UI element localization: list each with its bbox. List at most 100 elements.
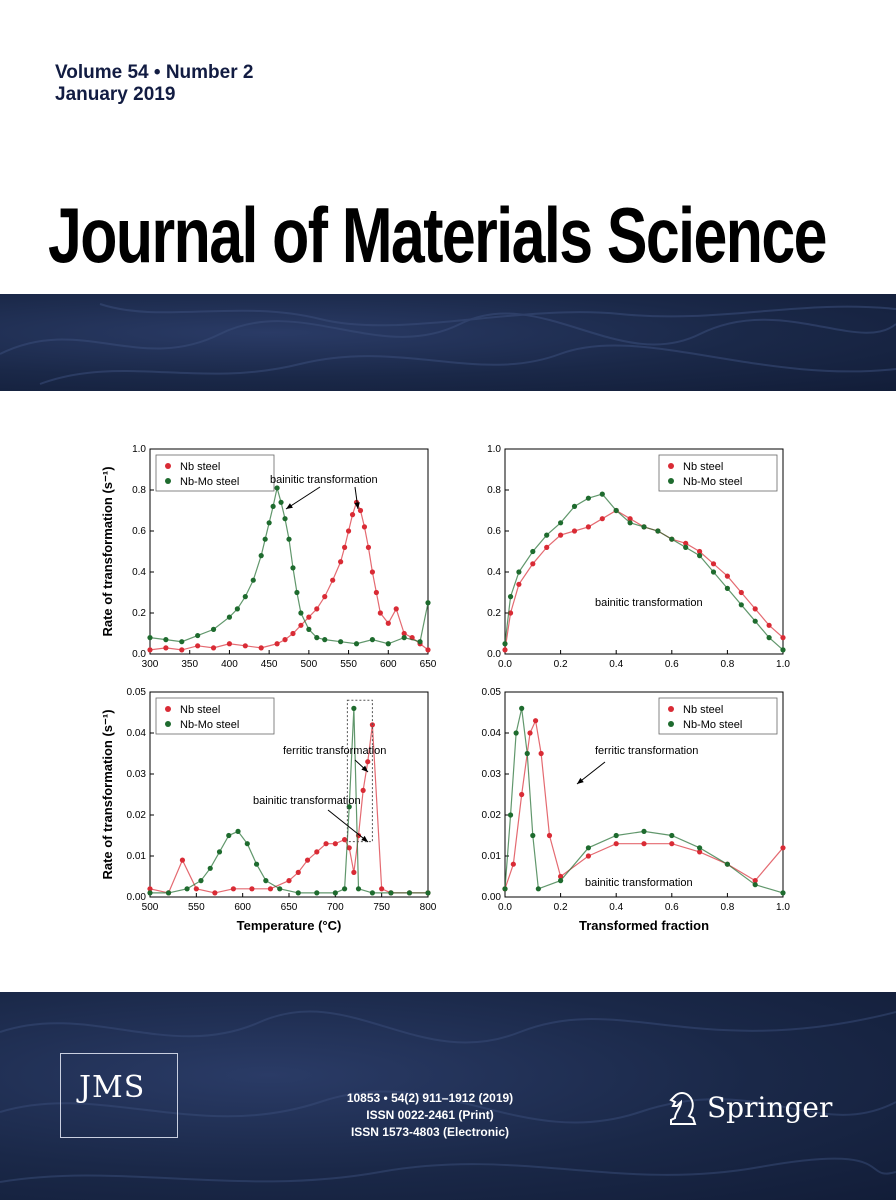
x-tick-label: 750 [373,902,390,913]
data-point [519,791,525,798]
data-point [513,730,519,736]
annotation-text: bainitic transformation [595,597,703,609]
data-point [360,787,366,793]
x-tick-label: 0.2 [554,659,568,670]
legend-marker [668,463,674,469]
data-point [314,849,320,855]
data-point [278,499,284,505]
data-point [322,594,328,600]
legend-marker [668,721,674,727]
imprint-line-1: 10853 • 54(2) 911–1912 (2019) [346,1091,514,1105]
data-point [242,643,248,649]
data-point [147,890,153,896]
legend-label: Nb steel [180,704,220,716]
data-point [627,516,633,522]
data-point [290,630,296,637]
annotation-text: bainitic transformation [253,795,361,807]
data-point [527,730,533,736]
data-point [242,594,248,600]
x-tick-label: 650 [281,902,298,913]
data-point [558,873,564,880]
data-point [538,750,544,757]
data-point [277,886,283,892]
data-point [369,569,375,575]
data-point [295,869,301,875]
annotation-text: bainitic transformation [585,877,693,889]
chart-panel-bottom-right: 0.0 0.2 0.4 0.6 0.8 1.0 0.00 0.01 0.02 0.03 0.04 0.… [470,684,800,944]
x-tick-label: 700 [327,902,344,913]
x-tick-label: 400 [221,659,238,670]
x-tick-label: 0.6 [665,902,679,913]
data-point [266,520,272,526]
data-point [294,589,300,596]
data-point [585,524,591,530]
data-point [641,841,647,847]
data-point [544,532,550,538]
annotation-text: bainitic transformation [270,474,378,486]
data-point [361,524,368,530]
data-point [502,647,508,653]
data-point [558,520,564,526]
data-point [535,886,541,892]
y-tick-label: 0.02 [127,810,147,821]
data-point [710,569,717,575]
data-point [641,524,647,530]
data-point [544,544,550,550]
data-point [532,718,539,724]
series-line [504,509,784,650]
data-point [345,528,352,534]
data-point [752,618,758,624]
data-point [365,544,372,550]
data-point [738,602,744,608]
x-tick-label: 0.6 [665,659,679,670]
legend-label: Nb-Mo steel [180,476,239,488]
arrow-head [286,503,293,509]
data-point [210,645,217,651]
data-point [147,647,153,653]
y-tick-label: 0.04 [482,728,502,739]
series-line [149,487,429,645]
data-point [179,857,186,863]
data-point [697,553,703,559]
x-tick-label: 350 [181,659,198,670]
x-tick-label: 550 [188,902,205,913]
data-point [524,750,530,757]
data-point [401,635,407,641]
band-texture [0,1010,896,1183]
x-tick-label: 600 [234,902,251,913]
data-point [585,495,591,501]
data-point [230,886,236,892]
data-point [274,485,280,491]
data-point [263,878,269,884]
legend-box [658,697,778,735]
data-point [195,632,201,639]
legend-marker [165,478,171,484]
y-tick-label: 0.8 [132,485,146,496]
data-point [342,837,348,843]
x-tick-label: 1.0 [776,659,790,670]
data-point [697,845,703,851]
data-point [710,561,717,567]
annotation-text: ferritic transformation [595,745,698,757]
data-point [147,635,153,641]
data-point [373,589,379,596]
highlight-box [346,699,373,843]
data-point [298,622,304,628]
data-point [332,890,338,896]
data-point [338,559,344,565]
data-point [235,828,241,834]
data-point [355,886,362,892]
legend-label: Nb steel [180,461,220,473]
journal-title: Journal of Materials Science [48,191,828,279]
data-point [558,878,564,884]
data-point [282,516,288,522]
data-point [766,622,772,628]
series-line [504,718,784,889]
data-point [530,832,536,839]
data-point [425,600,431,606]
y-tick-label: 0.4 [132,567,146,578]
data-point [724,573,730,579]
data-point [585,845,591,851]
y-tick-label: 0.6 [487,526,501,537]
series-line [504,493,784,651]
